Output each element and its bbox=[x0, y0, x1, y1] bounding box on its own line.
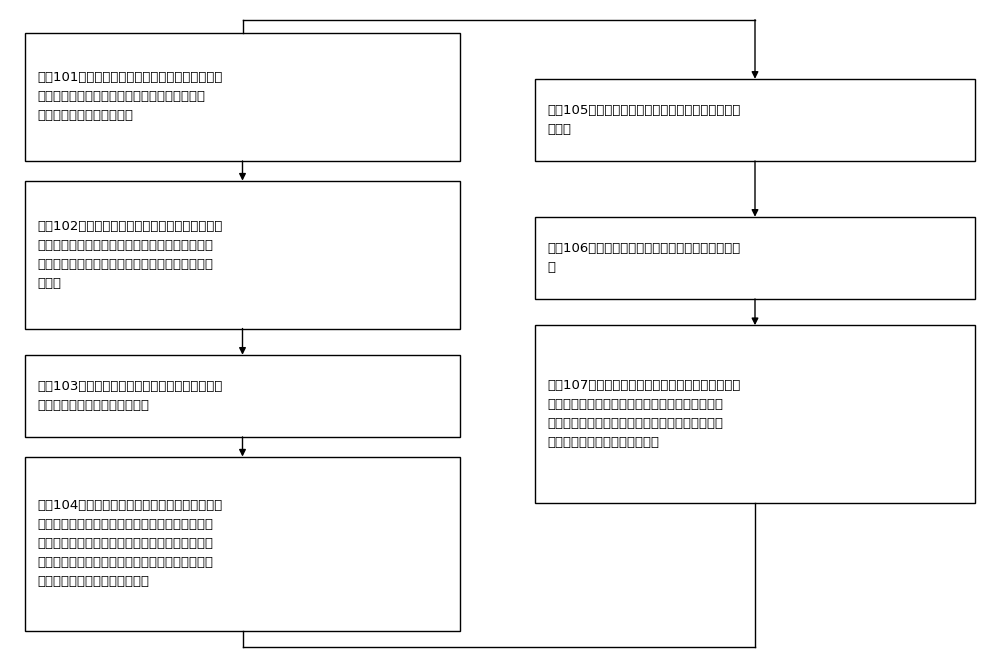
Bar bbox=[25, 457, 460, 631]
Bar bbox=[25, 181, 460, 328]
Text: 步骤102，定义代表机房空间的三维模拟空间以及
其中的表示点；并根据各个采样点的温度数据以及
空间位置坐标，计算在三维模拟空间中各表示点的
温度值: 步骤102，定义代表机房空间的三维模拟空间以及 其中的表示点；并根据各个采样点的… bbox=[37, 219, 222, 290]
Bar bbox=[535, 79, 975, 161]
Bar bbox=[535, 325, 975, 503]
Text: 步骤103，取得机房空间内各个发热源和制冷源的
空间位置坐标及其工作状态参数: 步骤103，取得机房空间内各个发热源和制冷源的 空间位置坐标及其工作状态参数 bbox=[37, 380, 222, 412]
Bar bbox=[25, 355, 460, 437]
Bar bbox=[25, 33, 460, 161]
Text: 步骤106，提取所述温度值分布场三维图的分布特征
值: 步骤106，提取所述温度值分布场三维图的分布特征 值 bbox=[547, 242, 740, 274]
Text: 步骤104，根据各个发热源和制冷源的空间位置坐
标及其工作状态参数，确定每个发热源和制冷源的
有效范围；针对所述有效范围内的各个表示点，确
定每个表示点的修正因: 步骤104，根据各个发热源和制冷源的空间位置坐 标及其工作状态参数，确定每个发热… bbox=[37, 499, 222, 588]
Bar bbox=[535, 217, 975, 299]
Text: 步骤107中，将所述温度值分布场三维图的分布特征
值与机房温度分布状态模板集当中各个机房温度分
布状态模板的分布特征值进行匹配计算，确定匹配
度最高的机房温度分: 步骤107中，将所述温度值分布场三维图的分布特征 值与机房温度分布状态模板集当中… bbox=[547, 379, 740, 449]
Text: 步骤105，根据各表示点的温度值生成温度值分布场
三维图: 步骤105，根据各表示点的温度值生成温度值分布场 三维图 bbox=[547, 104, 740, 136]
Text: 步骤101，从机房空间内各个采样点所布设的温度
传感器获得每个采样点的温度数据；并且，确定
各个采样点的空间位置坐标: 步骤101，从机房空间内各个采样点所布设的温度 传感器获得每个采样点的温度数据；… bbox=[37, 72, 222, 122]
